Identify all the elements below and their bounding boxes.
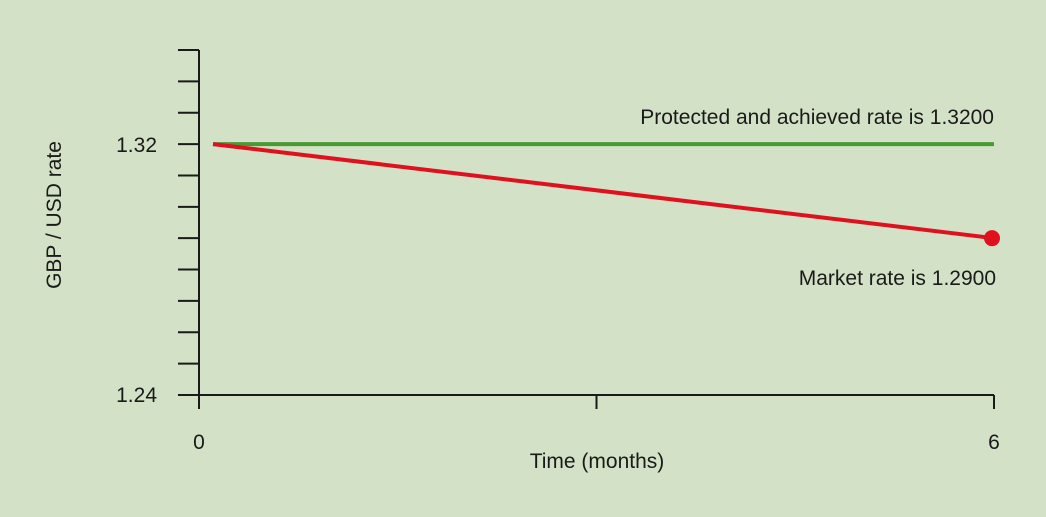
x-axis-title: Time (months) [530,450,665,473]
x-tick-label-end: 6 [988,431,1000,454]
annotation-protected-rate: Protected and achieved rate is 1.3200 [640,106,994,129]
annotation-market-rate: Market rate is 1.2900 [799,267,996,290]
y-axis-title: GBP / USD rate [43,141,66,289]
series-end-point [984,230,1000,247]
series-line-market [212,142,995,241]
x-tick-label-start: 0 [193,431,205,454]
y-tick-label-high: 1.32 [116,134,157,157]
y-tick-label-low: 1.24 [116,384,157,407]
